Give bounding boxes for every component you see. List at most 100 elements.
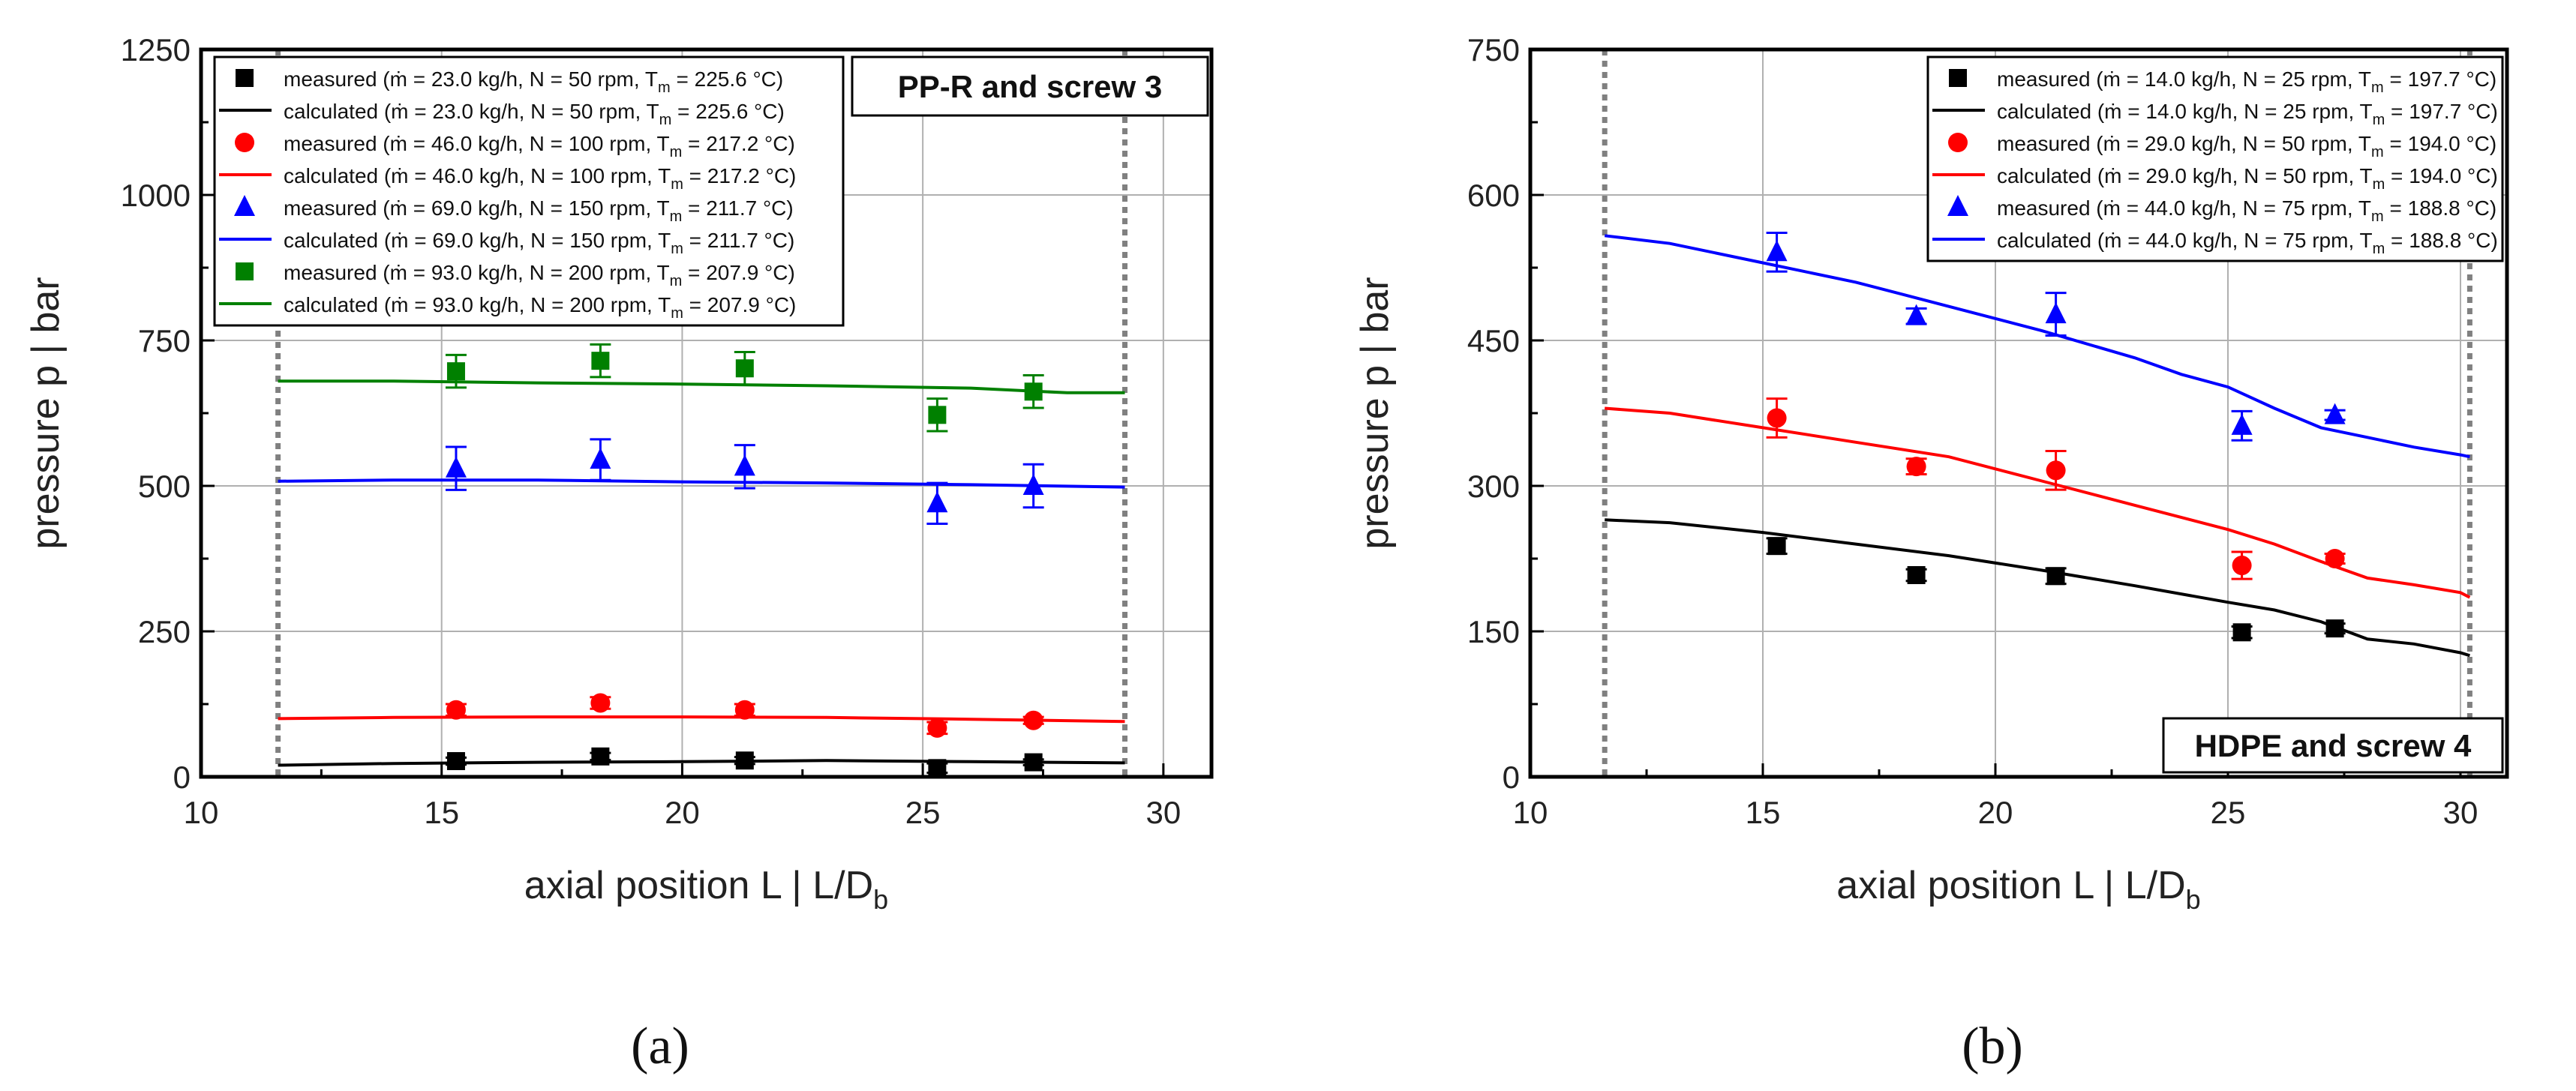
data-point [1906, 457, 1926, 477]
data-point [735, 359, 754, 378]
data-point [590, 448, 611, 469]
legend-marker [1948, 133, 1968, 152]
calculated-line [1605, 518, 2470, 658]
data-point [734, 454, 755, 476]
y-tick-label: 450 [1467, 323, 1520, 358]
legend-entry: calculated (ṁ = 44.0 kg/h, N = 75 rpm, T… [1997, 229, 2498, 257]
chart-title: PP-R and screw 3 [898, 69, 1162, 104]
legend-entry: measured (ṁ = 23.0 kg/h, N = 50 rpm, Tm … [284, 67, 783, 96]
x-tick-label: 10 [1513, 795, 1548, 830]
data-point [446, 362, 465, 381]
chart-title: HDPE and screw 4 [2195, 728, 2472, 763]
data-point [735, 751, 754, 770]
data-point [1766, 240, 1788, 262]
data-point [2325, 619, 2344, 638]
y-tick-label: 0 [173, 760, 191, 795]
legend-marker [236, 262, 254, 280]
calculated-line [1605, 406, 2471, 599]
data-point [2231, 413, 2253, 435]
title-box [851, 55, 1209, 117]
data-point [2232, 623, 2251, 642]
x-tick-label: 30 [1145, 795, 1181, 830]
data-point [591, 352, 610, 370]
data-point [2046, 567, 2065, 586]
legend-marker [235, 133, 254, 152]
x-tick-label: 25 [2211, 795, 2246, 830]
data-point [2232, 556, 2252, 576]
data-point [1024, 753, 1043, 772]
data-point [2324, 403, 2346, 424]
calculated-line [1604, 234, 2470, 459]
calculated-line [278, 715, 1125, 724]
data-point [1907, 565, 1926, 584]
x-tick-label: 10 [184, 795, 219, 830]
y-tick-label: 0 [1503, 760, 1520, 795]
y-tick-label: 250 [138, 614, 191, 649]
x-axis-title: axial position L | L/Db [524, 864, 888, 915]
data-point [446, 752, 465, 771]
legend-marker [234, 195, 255, 216]
legend-marker [236, 69, 254, 87]
y-axis-title: pressure p | bar [24, 277, 68, 549]
data-point [1023, 710, 1043, 730]
data-point [928, 759, 947, 778]
data-point [445, 456, 467, 478]
data-point [2046, 460, 2066, 481]
data-point [1022, 474, 1044, 495]
x-tick-label: 15 [1746, 795, 1781, 830]
y-tick-label: 750 [1467, 32, 1520, 67]
data-point [928, 406, 947, 424]
y-tick-label: 500 [138, 469, 191, 504]
legend-marker [1949, 69, 1967, 87]
legend-entry: measured (ṁ = 44.0 kg/h, N = 75 rpm, Tm … [1997, 196, 2496, 225]
x-tick-label: 20 [1978, 795, 2013, 830]
legend-entry: calculated (ṁ = 23.0 kg/h, N = 50 rpm, T… [284, 100, 785, 128]
legend-entry: measured (ṁ = 93.0 kg/h, N = 200 rpm, Tm… [284, 261, 795, 289]
y-tick-label: 1250 [121, 32, 191, 67]
chart-panel-a: 10 15 20 25 30 0 250 500 750 1000 1250 axial positi… [24, 32, 1214, 1075]
calculated-line [278, 478, 1125, 489]
y-tick-label: 600 [1467, 178, 1520, 213]
data-point [1905, 304, 1927, 325]
panel-label: (a) [631, 1018, 689, 1075]
y-tick-label: 750 [138, 323, 191, 358]
data-point [591, 747, 610, 766]
legend-marker [1947, 195, 1968, 216]
legend-entry: calculated (ṁ = 29.0 kg/h, N = 50 rpm, T… [1997, 164, 2498, 193]
data-point [1024, 382, 1043, 401]
data-point [926, 491, 948, 513]
panel-label: (b) [1962, 1018, 2023, 1075]
data-point [927, 718, 947, 738]
y-tick-label: 1000 [121, 178, 191, 213]
x-tick-label: 30 [2443, 795, 2478, 830]
x-tick-label: 20 [665, 795, 700, 830]
x-axis-title: axial position L | L/Db [1836, 864, 2200, 915]
plot-frame [199, 47, 1214, 779]
y-axis-title: pressure p | bar [1353, 277, 1397, 549]
plot-frame [1528, 47, 2509, 779]
legend-entry: calculated (ṁ = 46.0 kg/h, N = 100 rpm, … [284, 164, 796, 193]
data-point [2325, 549, 2345, 568]
x-tick-label: 25 [905, 795, 941, 830]
data-point [1767, 408, 1787, 428]
data-point [2045, 302, 2067, 324]
data-point [446, 700, 466, 720]
legend-entry: measured (ṁ = 46.0 kg/h, N = 100 rpm, Tm… [284, 132, 795, 160]
legend-entry: measured (ṁ = 69.0 kg/h, N = 150 rpm, Tm… [284, 196, 794, 225]
legend-entry: calculated (ṁ = 93.0 kg/h, N = 200 rpm, … [284, 293, 796, 322]
calculated-line [278, 759, 1125, 767]
legend-entry: calculated (ṁ = 69.0 kg/h, N = 150 rpm, … [284, 229, 794, 257]
data-point [1767, 537, 1786, 556]
legend-entry: measured (ṁ = 14.0 kg/h, N = 25 rpm, Tm … [1997, 67, 2496, 96]
legend-entry: calculated (ṁ = 14.0 kg/h, N = 25 rpm, T… [1997, 100, 2498, 128]
data-point [734, 700, 755, 720]
legend-box [1926, 55, 2504, 262]
y-tick-label: 300 [1467, 469, 1520, 504]
legend-box [213, 55, 845, 327]
calculated-line [278, 379, 1125, 394]
x-tick-label: 15 [424, 795, 459, 830]
y-tick-label: 150 [1467, 614, 1520, 649]
data-point [590, 693, 611, 713]
